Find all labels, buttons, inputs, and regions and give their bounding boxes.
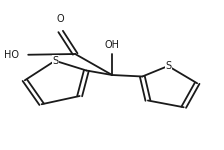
Text: S: S: [165, 61, 171, 71]
Text: HO: HO: [4, 50, 19, 60]
Text: O: O: [57, 14, 65, 24]
Text: OH: OH: [105, 39, 120, 50]
Text: S: S: [52, 56, 58, 66]
